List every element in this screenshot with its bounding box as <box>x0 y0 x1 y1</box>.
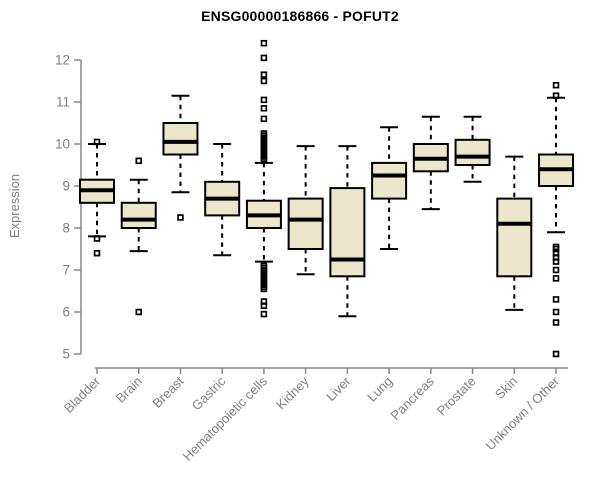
outlier-point <box>260 115 268 123</box>
x-tick-label: Gastric <box>189 373 229 413</box>
outlier-point <box>260 302 268 309</box>
iqr-box <box>162 122 199 156</box>
iqr-box <box>329 187 366 278</box>
outlier-point <box>260 54 268 62</box>
x-tick-label: Kidney <box>273 373 312 412</box>
outlier-point <box>93 235 101 242</box>
outlier-point <box>552 275 560 282</box>
iqr-box <box>371 161 408 200</box>
outlier-point <box>552 92 560 99</box>
outlier-point <box>552 350 560 358</box>
outlier-point <box>177 214 184 221</box>
y-tick-label: 5 <box>62 347 70 362</box>
iqr-box <box>496 197 533 278</box>
outlier-point <box>552 296 560 303</box>
y-tick-label: 10 <box>55 137 70 152</box>
outlier-point <box>260 105 268 112</box>
iqr-box <box>454 138 491 167</box>
outlier-point <box>552 258 560 265</box>
x-tick-label: Breast <box>149 373 186 410</box>
x-tick-label: Lung <box>364 374 395 405</box>
iqr-box <box>287 197 324 251</box>
x-tick-label: Skin <box>492 374 520 402</box>
y-tick-label: 8 <box>62 221 70 236</box>
y-tick-label: 6 <box>62 305 70 320</box>
outlier-point <box>552 266 560 274</box>
outlier-point <box>260 39 268 47</box>
y-tick-label: 7 <box>62 263 70 278</box>
x-tick-label: Liver <box>323 373 354 404</box>
y-tick-label: 12 <box>55 53 70 68</box>
outlier-point <box>260 71 268 78</box>
x-tick-label: Pancreas <box>388 373 438 423</box>
x-tick-label: Bladder <box>61 373 104 416</box>
y-tick-label: 9 <box>62 179 70 194</box>
x-tick-label: Prostate <box>434 374 479 419</box>
outlier-point <box>260 157 268 165</box>
outlier-point <box>260 310 268 318</box>
outlier-point <box>552 319 560 326</box>
x-tick-label: Brain <box>113 374 145 406</box>
outlier-point <box>93 249 101 257</box>
y-tick-label: 11 <box>56 95 70 110</box>
outlier-point <box>552 308 560 316</box>
outlier-point <box>552 81 560 89</box>
x-tick-label: Unknown / Other <box>483 373 563 453</box>
outlier-point <box>135 157 142 165</box>
iqr-box <box>120 201 157 230</box>
outlier-point <box>260 96 268 104</box>
outlier-point <box>260 285 268 293</box>
chart-title: ENSG00000186866 - POFUT2 <box>201 8 399 24</box>
outlier-point <box>260 77 268 85</box>
outlier-point <box>93 138 101 146</box>
outlier-point <box>135 308 142 316</box>
